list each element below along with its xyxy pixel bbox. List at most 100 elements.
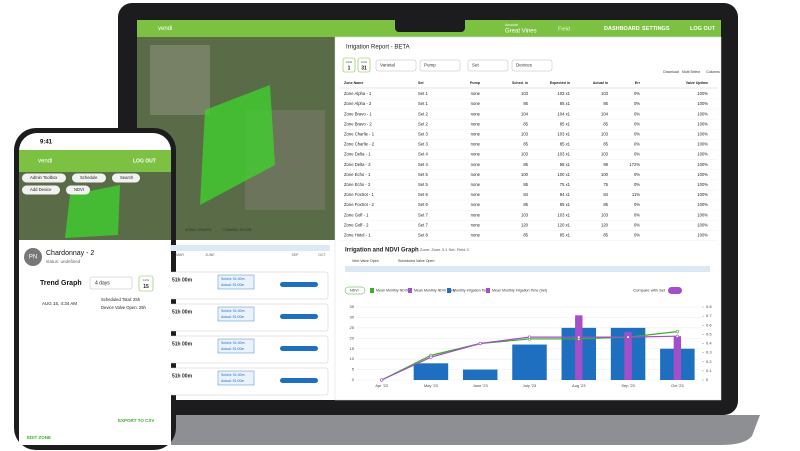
label: ZONE GRAPH — [185, 227, 212, 232]
label[interactable]: EDIT ZONE — [27, 435, 51, 440]
td: none — [471, 162, 481, 167]
label[interactable]: LOG OUT — [133, 158, 156, 164]
td: 100% — [697, 162, 708, 167]
notch — [395, 14, 465, 32]
label: Sched: 51:00m — [221, 309, 245, 313]
td: 103 — [521, 91, 529, 96]
th: Set — [418, 81, 424, 85]
map-button[interactable] — [22, 173, 66, 183]
td: 0% — [634, 111, 640, 116]
point — [577, 335, 581, 339]
filter[interactable] — [375, 59, 417, 72]
label: Pump — [424, 63, 436, 68]
td: 0% — [634, 233, 640, 238]
td: 85 x1 — [560, 202, 571, 207]
th: Valve Uptime — [686, 81, 708, 85]
switch[interactable] — [668, 287, 682, 294]
zone-polygon — [200, 85, 275, 205]
legend-entry: Monthly Irrigation Time — [453, 288, 489, 292]
sched-box — [217, 274, 255, 290]
range-select[interactable] — [89, 276, 133, 290]
label[interactable]: EXPORT TO CSV — [118, 418, 154, 423]
td: 0% — [634, 91, 640, 96]
x-tick-label: Sep '23 — [621, 383, 635, 388]
zone-polygon — [65, 185, 120, 238]
td: Set 4 — [418, 152, 428, 157]
label: Actual: 51:00m — [221, 315, 244, 319]
td: none — [471, 233, 481, 238]
td: Set 8 — [418, 233, 428, 238]
td: 85 — [603, 101, 608, 106]
td: Zone Delta - 1 — [344, 152, 371, 157]
label: Varietal — [380, 63, 395, 68]
y2-tick-label: 0 — [706, 377, 709, 382]
x-tick-label: July '23 — [523, 383, 537, 388]
td: 100% — [697, 101, 708, 106]
th: Err — [635, 81, 641, 85]
logo: vendi — [158, 26, 172, 32]
label: Download — [663, 70, 679, 74]
phone-top-bar — [19, 150, 171, 172]
bar — [575, 315, 583, 380]
label: 51h 00m — [172, 309, 193, 315]
nav-link[interactable]: LOG OUT — [690, 26, 716, 32]
y2-tick-label: 0.3 — [706, 350, 712, 355]
td: 100 — [521, 172, 529, 177]
td: none — [471, 172, 481, 177]
label: Trend Graph — [40, 280, 82, 287]
td: none — [471, 121, 481, 126]
td: 0% — [634, 182, 640, 187]
td: 75 x1 — [560, 182, 571, 187]
filter[interactable] — [467, 59, 509, 72]
progress — [280, 378, 318, 383]
label: AUG — [346, 60, 353, 64]
td: 103 — [521, 212, 529, 217]
td: Set 5 — [418, 172, 428, 177]
legend-entry: Mean Monthly NDVI (Set) — [414, 288, 455, 292]
td: 85 — [523, 121, 528, 126]
th: Sched. in — [512, 81, 528, 85]
nav-link[interactable]: SETTINGS — [642, 26, 670, 32]
td: 100% — [697, 142, 708, 147]
td: Zone Foxtrot - 2 — [344, 202, 374, 207]
point — [380, 378, 384, 382]
y2-tick-label: 0.7 — [706, 313, 712, 318]
td: none — [471, 202, 481, 207]
nav-link[interactable]: DASHBOARD — [604, 26, 640, 32]
y2-tick-label: 0.8 — [706, 304, 712, 309]
th: Zone Name — [344, 81, 363, 85]
label: 51h 00m — [172, 373, 193, 379]
td: 100% — [697, 233, 708, 238]
td: 103 x1 — [557, 91, 570, 96]
map-button[interactable] — [112, 173, 140, 183]
filter[interactable] — [511, 59, 553, 72]
td: 100% — [697, 152, 708, 157]
legend-entry: Mean Monthly Irrigation Time (Set) — [492, 288, 547, 292]
td: Set 3 — [418, 132, 428, 137]
map-area — [150, 45, 210, 115]
td: 103 x1 — [557, 152, 570, 157]
legend-entry: NDVI — [350, 288, 359, 292]
point — [675, 334, 679, 338]
td: 100% — [697, 121, 708, 126]
map-button[interactable] — [66, 185, 90, 195]
label: Actual: 51:00m — [221, 347, 244, 351]
td: none — [471, 101, 481, 106]
label: Columns — [706, 70, 720, 74]
map-button[interactable] — [72, 173, 106, 183]
td: Zone Echo - 2 — [344, 182, 371, 187]
td: 103 — [601, 91, 609, 96]
td: Set 1 — [418, 91, 428, 96]
td: Zone Golf - 2 — [344, 222, 369, 227]
label: PN — [29, 255, 37, 261]
td: 103 — [601, 152, 609, 157]
sched-box — [217, 306, 255, 322]
filter[interactable] — [419, 59, 461, 72]
td: Set 2 — [418, 121, 428, 126]
map-button[interactable] — [22, 185, 60, 195]
y2-tick-label: 0.4 — [706, 341, 712, 346]
label: Schedule — [80, 175, 98, 180]
label: 31 — [361, 65, 367, 71]
td: Set 4 — [418, 162, 428, 167]
